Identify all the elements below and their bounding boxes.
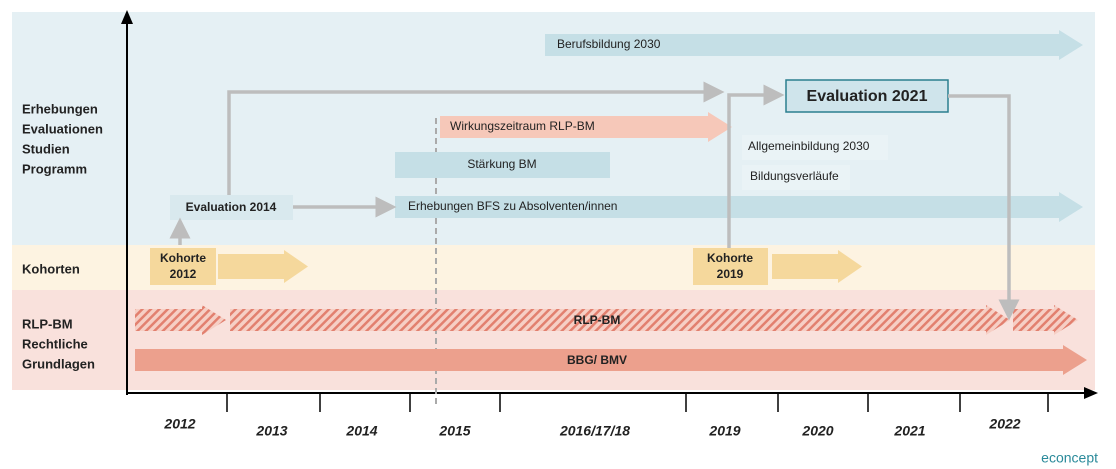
connector-eval2021 xyxy=(948,94,1020,321)
box-evaluation-2014 xyxy=(170,195,293,220)
y-axis-head xyxy=(121,10,133,24)
arrow-rlp-1 xyxy=(135,305,226,335)
item-label: RLP-BM xyxy=(574,313,621,327)
row-label: Programm xyxy=(22,161,87,176)
item-label: Bildungsverläufe xyxy=(750,169,839,183)
item-label: Evaluation 2014 xyxy=(186,200,277,214)
year-label: 2015 xyxy=(438,423,470,439)
item-label: Wirkungszeitraum RLP-BM xyxy=(450,119,595,133)
year-label: 2013 xyxy=(255,423,287,439)
item-label: 2012 xyxy=(170,267,197,281)
brand: econcept xyxy=(1041,450,1098,466)
item-label: Stärkung BM xyxy=(467,157,536,171)
item-label: Berufsbildung 2030 xyxy=(557,37,661,51)
year-label: 2021 xyxy=(893,423,925,439)
arrow-wirkungszeitraum xyxy=(440,112,732,142)
item-label: Kohorte xyxy=(707,251,753,265)
item-label: Evaluation 2021 xyxy=(807,88,928,105)
year-label: 2014 xyxy=(345,423,377,439)
year-label: 2020 xyxy=(801,423,833,439)
item-label: Erhebungen BFS zu Absolventen/innen xyxy=(408,199,617,213)
arrow-erhebungen-bfs xyxy=(395,192,1083,222)
box-kohorte-2012 xyxy=(150,248,216,285)
year-label: 2022 xyxy=(988,416,1020,432)
row-label: RLP-BM xyxy=(22,316,73,331)
arrow-kohorte-2012 xyxy=(218,250,308,283)
texts: Erhebungen Evaluationen Studien Programm Koh… xyxy=(22,37,1098,466)
box-staerkung xyxy=(395,152,610,178)
row-label: Kohorten xyxy=(22,261,80,276)
row-label: Rechtliche xyxy=(22,336,88,351)
year-label: 2016/17/18 xyxy=(559,423,630,439)
box-kohorte-2019 xyxy=(693,248,768,285)
item-label: Allgemeinbildung 2030 xyxy=(748,139,870,153)
shapes xyxy=(121,10,1098,412)
band-rlp xyxy=(12,290,1095,390)
row-label: Studien xyxy=(22,141,70,156)
row-label: Erhebungen xyxy=(22,101,98,116)
row-label: Evaluationen xyxy=(22,121,103,136)
x-axis-head xyxy=(1084,387,1098,399)
box-evaluation-2021 xyxy=(785,79,949,113)
box-allgemeinbildung xyxy=(742,135,888,160)
arrow-kohorte-2019 xyxy=(772,250,862,283)
arrow-rlp-3 xyxy=(1013,305,1078,335)
year-label: 2012 xyxy=(163,416,195,432)
arrow-rlp-2 xyxy=(230,305,1010,335)
item-label: 2019 xyxy=(717,267,744,281)
connector-eval2014 xyxy=(227,81,725,195)
arrow-bbg xyxy=(135,345,1087,375)
connector-kohorte2019 xyxy=(727,84,785,248)
row-label: Grundlagen xyxy=(22,356,95,371)
box-bildungsverlaeufe xyxy=(742,165,850,190)
arrow-berufsbildung xyxy=(545,30,1083,60)
year-label: 2019 xyxy=(708,423,740,439)
item-label: BBG/ BMV xyxy=(567,353,627,367)
item-label: Kohorte xyxy=(160,251,206,265)
